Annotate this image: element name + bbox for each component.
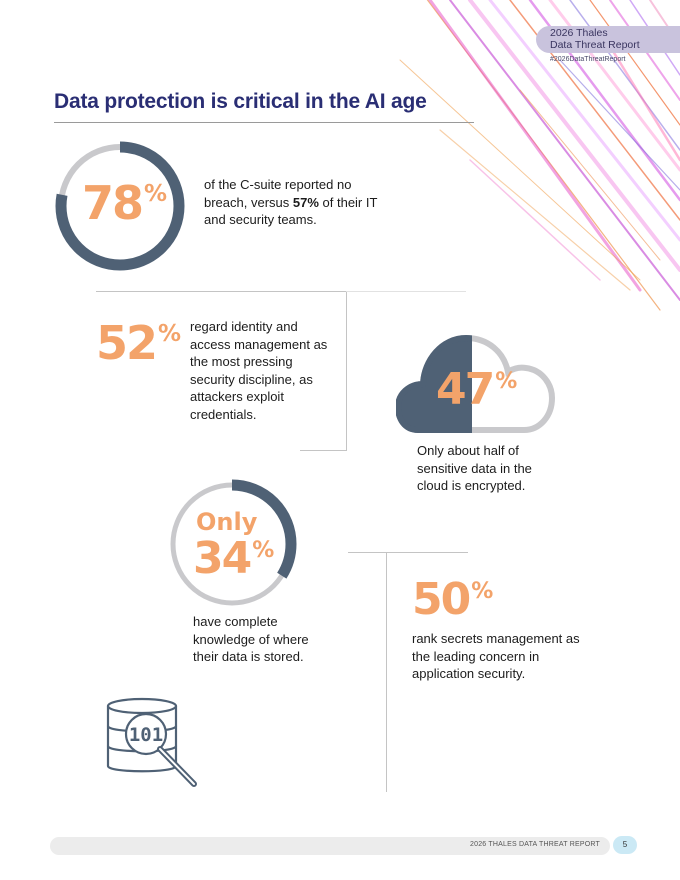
divider-h-3 (348, 552, 468, 553)
ring-progress-78 (55, 141, 185, 271)
stat-34-percent-sign: % (252, 537, 275, 563)
divider-h-2 (300, 450, 346, 451)
stat-78-percent-sign: % (144, 180, 168, 207)
stat-50-number: 50 (412, 574, 471, 625)
title-divider (54, 122, 474, 123)
stat-34-value: 34% (193, 537, 274, 581)
stat-34-prefix: Only (196, 508, 258, 536)
stat-78-value: 78% (82, 180, 167, 226)
divider-h-1b (346, 291, 466, 292)
report-tag-line2: Data Threat Report (550, 38, 640, 51)
stat-47-percent-sign: % (495, 368, 518, 394)
stat-52-value: 52% (96, 320, 181, 366)
stat-34-number: 34 (193, 533, 252, 584)
footer-title: 2026 THALES DATA THREAT REPORT (470, 841, 600, 848)
page-number: 5 (613, 836, 637, 854)
stat-78-text-b: of their IT and security teams. (204, 194, 378, 228)
stat-50-percent-sign: % (471, 578, 494, 604)
stat-47-number: 47 (436, 364, 495, 415)
database-search-icon: 101 (106, 697, 197, 787)
stat-50-description: rank secrets management as the leading c… (412, 631, 580, 681)
stat-78-text-bold: 57% (292, 194, 319, 210)
stat-52-number: 52 (96, 316, 158, 370)
ring-progress-34 (167, 479, 297, 609)
stat-52-description: regard identity and access management as… (190, 319, 328, 422)
stat-78-number: 78 (82, 176, 144, 230)
divider-v-1 (346, 291, 347, 451)
hashtag: #2026DataThreatReport (550, 56, 626, 63)
stat-47-description: Only about half of sensitive data in the… (417, 443, 532, 493)
stat-34-description: have complete knowledge of where their d… (193, 614, 309, 664)
page-title: Data protection is critical in the AI ag… (54, 90, 427, 113)
stat-78-description: of the C-suite reported no breach, versu… (204, 176, 384, 229)
ring-chart-34 (167, 479, 297, 609)
report-tag-line1: 2026 Thales (550, 27, 608, 39)
stat-47-value: 47% (436, 368, 517, 412)
ring-chart-78 (55, 141, 185, 271)
footer-bar (50, 837, 610, 855)
database-icon-label: 101 (129, 724, 163, 746)
divider-h-1 (96, 291, 346, 292)
divider-v-2 (386, 552, 387, 792)
report-tag: 2026 Thales Data Threat Report (536, 26, 680, 53)
stat-50-value: 50% (412, 578, 493, 622)
stat-78-text-a: of the C-suite reported no breach, versu… (204, 177, 352, 210)
stat-52-percent-sign: % (158, 320, 182, 347)
